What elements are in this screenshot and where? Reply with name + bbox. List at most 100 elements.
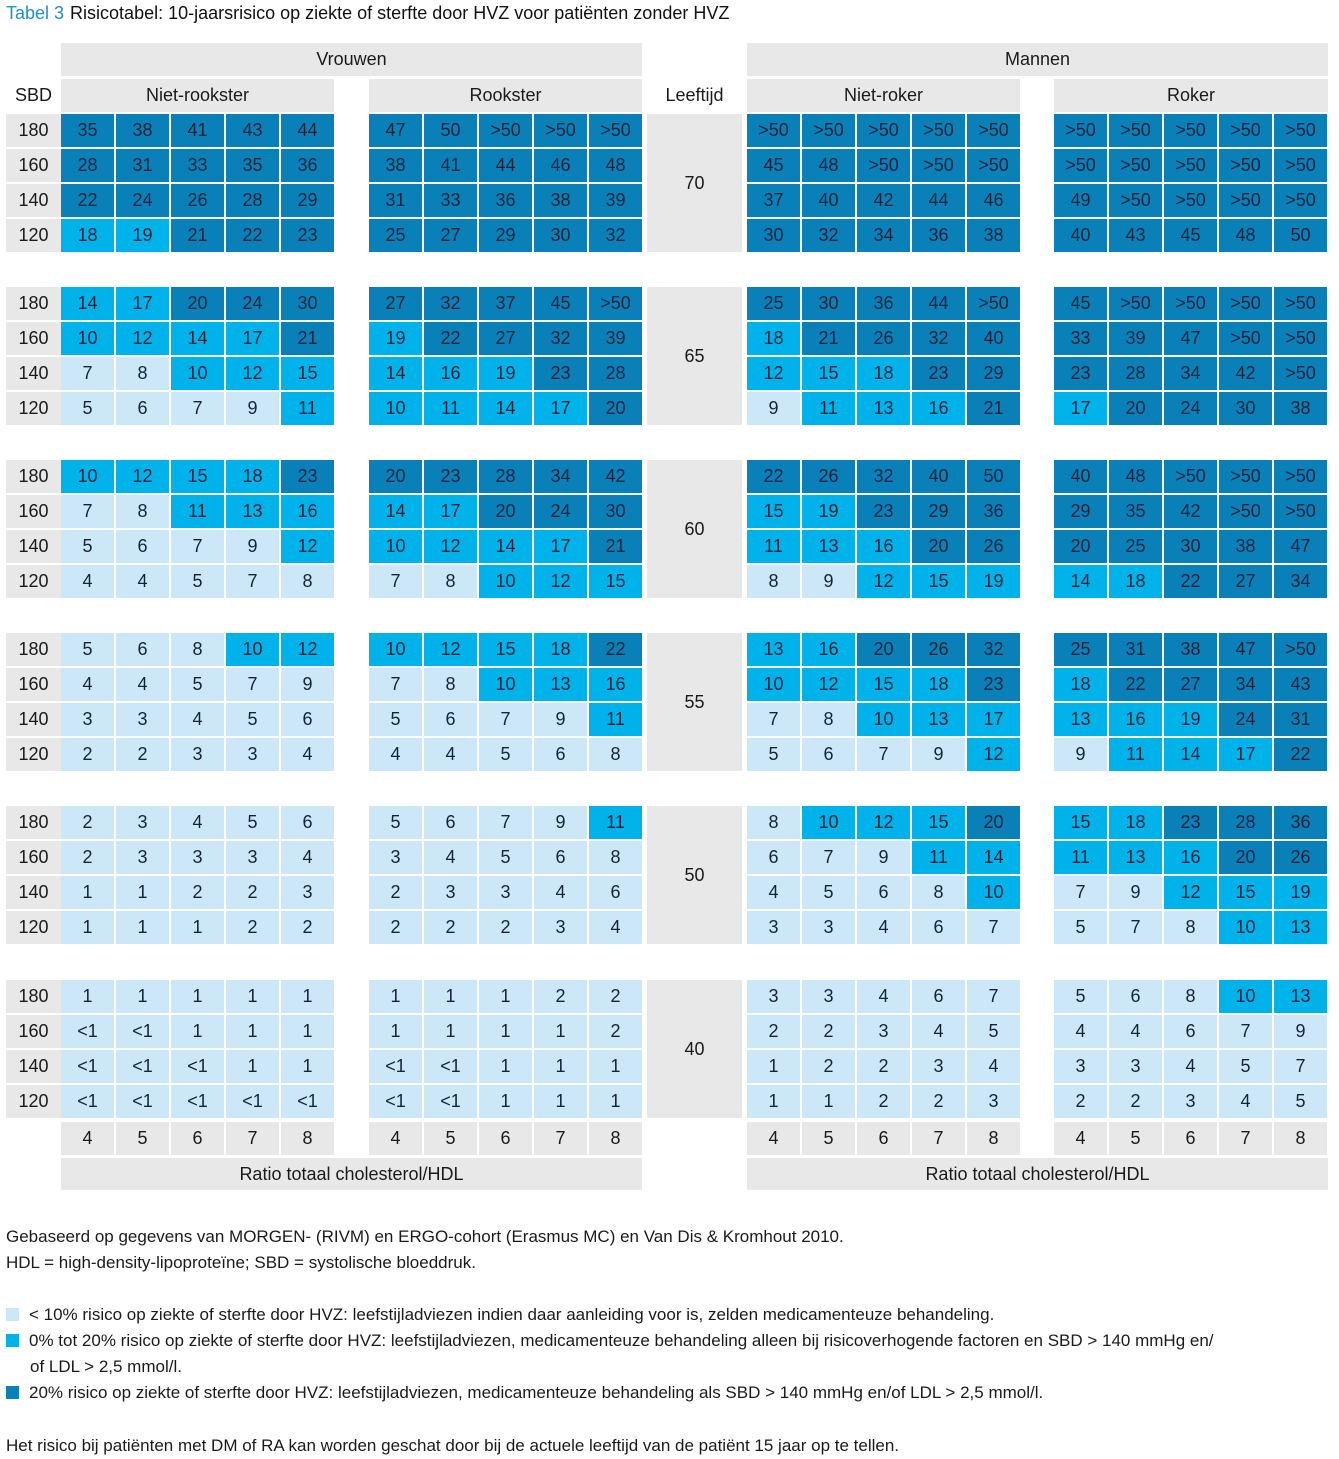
- risk-cell: 8: [424, 668, 477, 701]
- age-label: 50: [647, 806, 742, 944]
- risk-cell: 32: [589, 219, 642, 252]
- risk-cell: <1: [171, 1085, 224, 1118]
- risk-cell: 3: [1054, 1050, 1107, 1083]
- risk-cell: 29: [967, 357, 1020, 390]
- risk-cell: <1: [61, 1015, 114, 1048]
- risk-cell: 9: [226, 530, 279, 563]
- risk-cell: 23: [281, 219, 334, 252]
- risk-cell: 12: [857, 565, 910, 598]
- risk-cell: 38: [1274, 392, 1327, 425]
- risk-cell: 35: [1109, 495, 1162, 528]
- risk-cell: 23: [967, 668, 1020, 701]
- age-label: 55: [647, 633, 742, 771]
- risk-cell: <1: [424, 1050, 477, 1083]
- risk-cell: 40: [1054, 460, 1107, 493]
- risk-cell: 31: [1109, 633, 1162, 666]
- sbd-label: 160: [6, 1015, 61, 1048]
- legend-mid: 0% tot 20% risico op ziekte of sterfte d…: [6, 1328, 1214, 1354]
- sbd-label: 120: [6, 911, 61, 944]
- risk-cell: 24: [1219, 703, 1272, 736]
- risk-cell: 7: [171, 530, 224, 563]
- risk-cell: 42: [1164, 495, 1217, 528]
- risk-cell: 14: [479, 392, 532, 425]
- risk-cell: 15: [1219, 876, 1272, 909]
- footnote-dm-ra: Het risico bij patiënten met DM of RA ka…: [6, 1436, 900, 1455]
- risk-cell: 1: [424, 980, 477, 1013]
- risk-cell: 25: [369, 219, 422, 252]
- risk-grid-men-nonsmoker: 22 26 32 40 50 15 19 23 29 36 11 13 16 20 26 8 9 12 15 19: [747, 460, 1020, 598]
- risk-cell: 9: [226, 392, 279, 425]
- risk-cell: 1: [369, 980, 422, 1013]
- risk-cell: 18: [747, 322, 800, 355]
- risk-cell: 27: [1219, 565, 1272, 598]
- risk-cell: 41: [171, 114, 224, 147]
- ratio-cell: 7: [534, 1122, 587, 1155]
- risk-cell: >50: [912, 149, 965, 182]
- risk-cell: 1: [479, 1050, 532, 1083]
- sbd-label: 160: [6, 149, 61, 182]
- sbd-label: 160: [6, 841, 61, 874]
- risk-cell: 45: [1054, 287, 1107, 320]
- risk-cell: 7: [61, 495, 114, 528]
- risk-cell: 19: [967, 565, 1020, 598]
- risk-cell: 34: [1219, 668, 1272, 701]
- risk-cell: 10: [171, 357, 224, 390]
- risk-cell: 26: [802, 460, 855, 493]
- risk-cell: 1: [61, 980, 114, 1013]
- risk-cell: 12: [281, 530, 334, 563]
- risk-cell: 2: [589, 1015, 642, 1048]
- risk-cell: 48: [802, 149, 855, 182]
- risk-cell: 3: [226, 738, 279, 771]
- risk-cell: 1: [281, 1015, 334, 1048]
- risk-cell: 5: [61, 530, 114, 563]
- risk-cell: 38: [1164, 633, 1217, 666]
- risk-cell: 3: [116, 703, 169, 736]
- risk-cell: 17: [226, 322, 279, 355]
- risk-grid-men-smoker: 40 48 >50 >50 >50 29 35 42 >50 >50 20 25 30 38 47 14 18 2…: [1054, 460, 1327, 598]
- risk-cell: 26: [857, 322, 910, 355]
- risk-cell: 5: [226, 806, 279, 839]
- risk-cell: 3: [171, 738, 224, 771]
- risk-cell: 46: [967, 184, 1020, 217]
- ratio-cell: 5: [802, 1122, 855, 1155]
- risk-cell: 42: [589, 460, 642, 493]
- risk-cell: 13: [802, 530, 855, 563]
- risk-cell: 48: [1219, 219, 1272, 252]
- risk-cell: >50: [967, 114, 1020, 147]
- risk-cell: 45: [1164, 219, 1217, 252]
- risk-cell: 3: [1164, 1085, 1217, 1118]
- ratio-cell: 7: [912, 1122, 965, 1155]
- risk-cell: 7: [1109, 911, 1162, 944]
- risk-cell: 1: [116, 876, 169, 909]
- ratio-cell: 8: [967, 1122, 1020, 1155]
- risk-cell: 23: [912, 357, 965, 390]
- legend-mid-continuation: of LDL > 2,5 mmol/l.: [30, 1357, 182, 1376]
- risk-cell: 13: [747, 633, 800, 666]
- age-label: 40: [647, 980, 742, 1118]
- sbd-label: 120: [6, 219, 61, 252]
- risk-cell: 20: [369, 460, 422, 493]
- risk-cell: 13: [912, 703, 965, 736]
- risk-cell: 4: [61, 565, 114, 598]
- sbd-label: 140: [6, 184, 61, 217]
- risk-cell: 39: [589, 322, 642, 355]
- risk-cell: 14: [369, 357, 422, 390]
- risk-cell: 12: [802, 668, 855, 701]
- risk-cell: 1: [226, 1015, 279, 1048]
- risk-cell: 29: [912, 495, 965, 528]
- risk-cell: 3: [912, 1050, 965, 1083]
- risk-cell: >50: [1274, 114, 1327, 147]
- risk-cell: >50: [589, 287, 642, 320]
- risk-cell: 11: [1109, 738, 1162, 771]
- risk-cell: 1: [226, 980, 279, 1013]
- risk-cell: 5: [1054, 911, 1107, 944]
- risk-cell: 12: [226, 357, 279, 390]
- sbd-label: 140: [6, 357, 61, 390]
- risk-cell: <1: [226, 1085, 279, 1118]
- sbd-label: 180: [6, 633, 61, 666]
- risk-grid-women-smoker: 1 1 1 2 2 1 1 1 1 2 <1 <1 1 1 1 <1 <1 1 1 1: [369, 980, 642, 1118]
- risk-cell: 19: [116, 219, 169, 252]
- risk-cell: 32: [802, 219, 855, 252]
- risk-cell: 10: [479, 668, 532, 701]
- risk-cell: 46: [534, 149, 587, 182]
